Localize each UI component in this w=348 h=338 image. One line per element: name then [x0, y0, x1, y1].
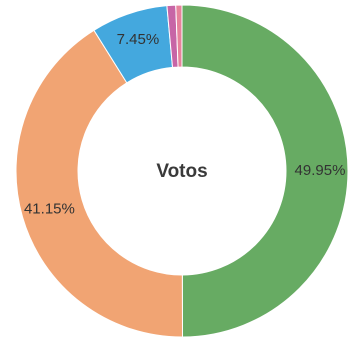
- chart-title: Votos: [156, 161, 207, 182]
- slice-labels: 49.95% 41.15% 7.45%: [24, 31, 345, 217]
- slice-label-1: 41.15%: [24, 200, 75, 217]
- slice-label-0: 49.95%: [295, 162, 346, 179]
- donut-slice-4: [175, 4, 183, 68]
- donut-slices: [15, 4, 348, 338]
- slice-label-2: 7.45%: [117, 31, 160, 48]
- donut-slice-1: [15, 29, 184, 338]
- donut-slice-0: [181, 4, 348, 338]
